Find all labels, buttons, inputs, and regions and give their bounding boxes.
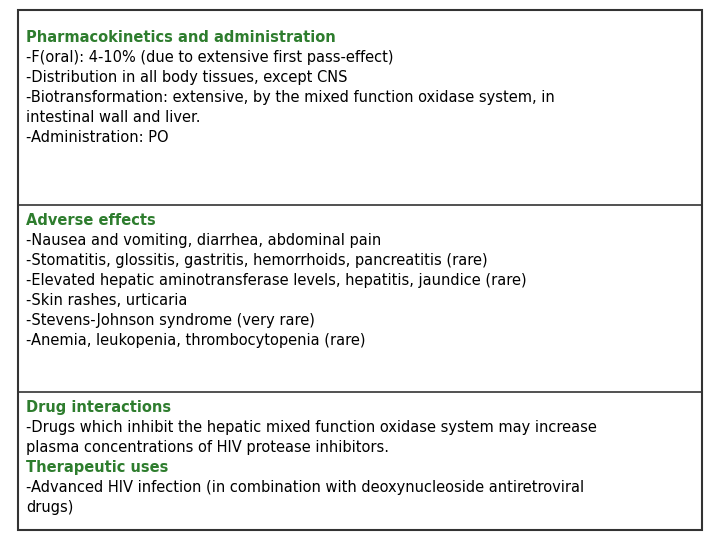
Text: -Biotransformation: extensive, by the mixed function oxidase system, in: -Biotransformation: extensive, by the mi… bbox=[26, 90, 554, 105]
Text: Therapeutic uses: Therapeutic uses bbox=[26, 460, 168, 475]
Text: Pharmacokinetics and administration: Pharmacokinetics and administration bbox=[26, 30, 336, 45]
Text: Adverse effects: Adverse effects bbox=[26, 213, 156, 228]
Text: plasma concentrations of HIV protease inhibitors.: plasma concentrations of HIV protease in… bbox=[26, 440, 389, 455]
Text: -Nausea and vomiting, diarrhea, abdominal pain: -Nausea and vomiting, diarrhea, abdomina… bbox=[26, 233, 382, 248]
Text: -Stevens-Johnson syndrome (very rare): -Stevens-Johnson syndrome (very rare) bbox=[26, 313, 315, 328]
Text: -Administration: PO: -Administration: PO bbox=[26, 130, 168, 145]
Text: drugs): drugs) bbox=[26, 500, 73, 515]
Text: -F(oral): 4-10% (due to extensive first pass-effect): -F(oral): 4-10% (due to extensive first … bbox=[26, 50, 394, 65]
Text: -Elevated hepatic aminotransferase levels, hepatitis, jaundice (rare): -Elevated hepatic aminotransferase level… bbox=[26, 273, 526, 288]
Text: -Advanced HIV infection (in combination with deoxynucleoside antiretroviral: -Advanced HIV infection (in combination … bbox=[26, 480, 584, 495]
Text: -Anemia, leukopenia, thrombocytopenia (rare): -Anemia, leukopenia, thrombocytopenia (r… bbox=[26, 333, 366, 348]
Text: -Skin rashes, urticaria: -Skin rashes, urticaria bbox=[26, 293, 187, 308]
Text: -Stomatitis, glossitis, gastritis, hemorrhoids, pancreatitis (rare): -Stomatitis, glossitis, gastritis, hemor… bbox=[26, 253, 487, 268]
Text: -Drugs which inhibit the hepatic mixed function oxidase system may increase: -Drugs which inhibit the hepatic mixed f… bbox=[26, 420, 597, 435]
Text: -Distribution in all body tissues, except CNS: -Distribution in all body tissues, excep… bbox=[26, 70, 348, 85]
Text: Drug interactions: Drug interactions bbox=[26, 400, 171, 415]
Text: intestinal wall and liver.: intestinal wall and liver. bbox=[26, 110, 200, 125]
